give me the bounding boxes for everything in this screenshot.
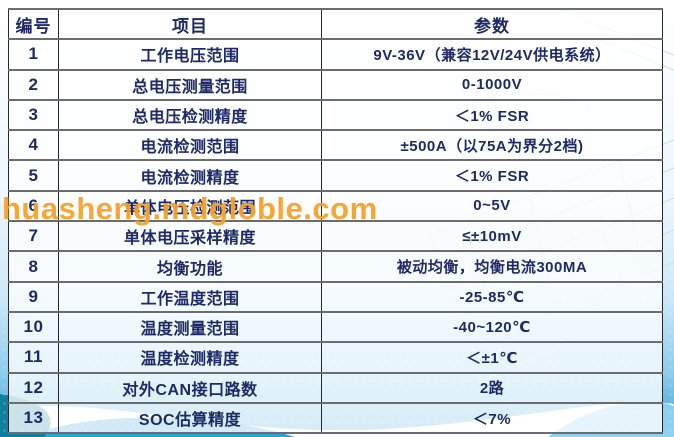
row-number-cell: 4 [8,131,58,160]
parameter-cell: 0~5V [321,191,663,221]
row-number-cell: 11 [8,343,58,372]
table-header-row: 编号 项目 参数 [8,8,663,39]
row-number-cell: 5 [8,161,58,190]
table-row: 9 工作温度范围 -25-85℃ [8,280,663,311]
table-row: 5 电流检测精度 ＜1% FSR [8,159,663,190]
parameter-cell: ≤±10mV [321,222,663,251]
row-number-cell: 9 [8,282,58,311]
row-number-cell: 10 [8,312,58,342]
item-cell: 总电压检测精度 [58,100,321,130]
parameter-cell: 2路 [321,373,663,402]
parameter-cell: -25-85℃ [321,282,663,311]
item-cell: 均衡功能 [58,252,321,281]
header-item: 项目 [58,10,321,39]
parameter-cell: ＜1% FSR [321,100,663,130]
parameter-cell: ＜7% [321,403,663,433]
item-cell: 温度检测精度 [58,343,321,372]
header-number: 编号 [8,10,58,39]
item-cell: 电流检测精度 [58,161,321,190]
item-cell: 工作温度范围 [58,282,321,311]
table-row: 8 均衡功能 被动均衡，均衡电流300MA [8,250,663,281]
item-cell: 单体电压采样精度 [58,222,321,251]
spec-table: 编号 项目 参数 1 工作电压范围 9V-36V（兼容12V/24V供电系统） … [8,8,663,435]
parameter-cell: 9V-36V（兼容12V/24V供电系统） [321,40,663,69]
table-row: 11 温度检测精度 ＜±1℃ [8,341,663,372]
parameter-cell: -40~120℃ [321,312,663,342]
row-number-cell: 13 [8,403,58,433]
table-row: 3 总电压检测精度 ＜1% FSR [8,98,663,130]
table-row: 6 单体电压检测范围 0~5V [8,189,663,221]
item-cell: 电流检测范围 [58,131,321,160]
table-row: 10 温度测量范围 -40~120℃ [8,310,663,342]
item-cell: 总电压测量范围 [58,70,321,99]
item-cell: SOC估算精度 [58,403,321,433]
watermark-text: huasheng.mdgloble.com [2,191,378,226]
table-row: 13 SOC估算精度 ＜7% [8,401,663,433]
parameter-cell: 被动均衡，均衡电流300MA [321,252,663,281]
parameter-cell: ±500A（以75A为界分2档) [321,131,663,160]
parameter-cell: 0-1000V [321,70,663,99]
row-number-cell: 2 [8,70,58,99]
row-number-cell: 6 [8,191,58,221]
table-row: 7 单体电压采样精度 ≤±10mV [8,220,663,251]
item-cell: 单体电压检测范围 [58,191,321,221]
row-number-cell: 1 [8,40,58,69]
item-cell: 温度测量范围 [58,312,321,342]
row-number-cell: 7 [8,222,58,251]
table-row: 4 电流检测范围 ±500A（以75A为界分2档) [8,129,663,160]
row-number-cell: 3 [8,100,58,130]
table-row: 12 对外CAN接口路数 2路 [8,371,663,402]
table-row: 1 工作电压范围 9V-36V（兼容12V/24V供电系统） [8,38,663,69]
item-cell: 工作电压范围 [58,40,321,69]
header-parameter: 参数 [321,10,663,39]
parameter-cell: ＜1% FSR [321,161,663,190]
row-number-cell: 12 [8,373,58,402]
table-row: 2 总电压测量范围 0-1000V [8,68,663,99]
row-number-cell: 8 [8,252,58,281]
item-cell: 对外CAN接口路数 [58,373,321,402]
parameter-cell: ＜±1℃ [321,343,663,372]
